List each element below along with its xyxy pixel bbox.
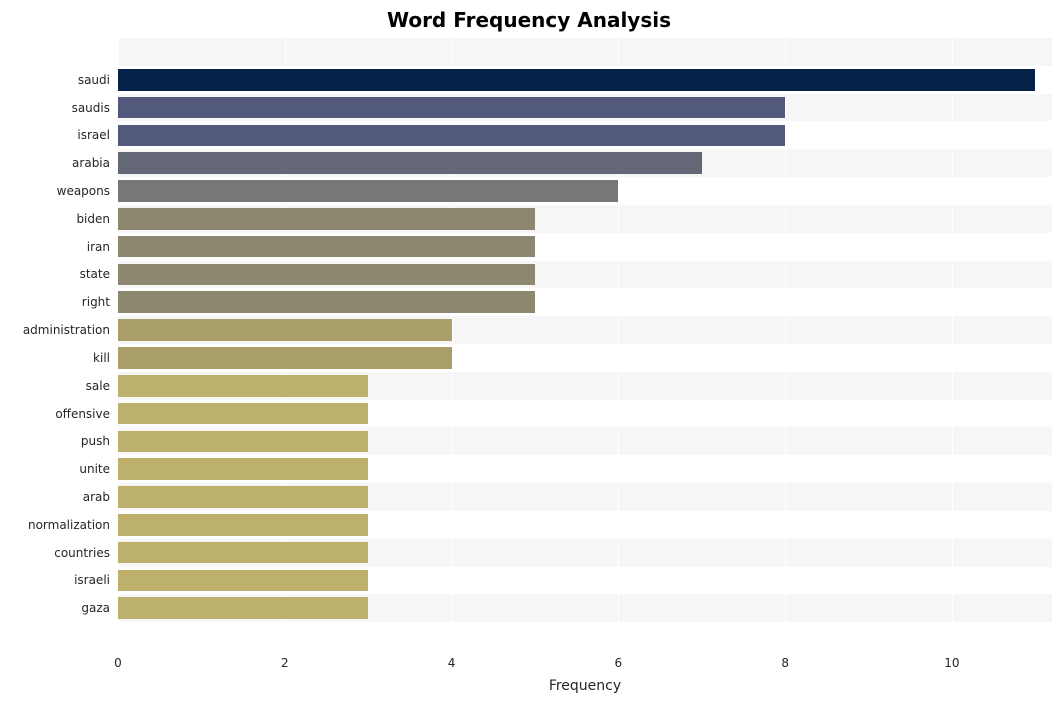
y-tick-label: state	[80, 267, 110, 281]
bar	[118, 458, 368, 480]
background-band	[118, 38, 1052, 66]
y-tick-label: biden	[76, 212, 110, 226]
y-tick-label: normalization	[28, 518, 110, 532]
bar	[118, 375, 368, 397]
x-tick-label: 8	[781, 656, 789, 670]
bar	[118, 431, 368, 453]
bar	[118, 514, 368, 536]
y-tick-label: arabia	[72, 156, 110, 170]
y-tick-label: saudis	[72, 101, 110, 115]
x-tick-label: 4	[448, 656, 456, 670]
bar	[118, 152, 702, 174]
plot-area: saudisaudisisraelarabiaweaponsbidenirans…	[118, 38, 1052, 650]
x-tick-label: 10	[944, 656, 959, 670]
y-tick-label: sale	[86, 379, 110, 393]
y-tick-label: israel	[77, 128, 110, 142]
bar	[118, 69, 1035, 91]
y-tick-label: push	[81, 434, 110, 448]
y-tick-label: offensive	[55, 407, 110, 421]
bar	[118, 347, 452, 369]
y-tick-label: right	[82, 295, 110, 309]
y-tick-label: saudi	[78, 73, 110, 87]
figure: Word Frequency Analysis saudisaudisisrae…	[0, 0, 1058, 701]
bar	[118, 180, 618, 202]
chart-title: Word Frequency Analysis	[0, 8, 1058, 32]
x-axis-label: Frequency	[118, 678, 1052, 694]
bar	[118, 236, 535, 258]
y-tick-label: administration	[23, 323, 110, 337]
y-tick-label: gaza	[81, 601, 110, 615]
bar	[118, 208, 535, 230]
bar	[118, 403, 368, 425]
bar	[118, 486, 368, 508]
bar	[118, 570, 368, 592]
y-tick-label: weapons	[57, 184, 110, 198]
bar	[118, 97, 785, 119]
y-tick-label: unite	[79, 462, 110, 476]
bar	[118, 597, 368, 619]
x-tick-label: 2	[281, 656, 289, 670]
x-tick-label: 6	[615, 656, 623, 670]
bar	[118, 264, 535, 286]
bar	[118, 319, 452, 341]
bar	[118, 291, 535, 313]
gridline-vertical	[785, 38, 786, 650]
bar	[118, 542, 368, 564]
y-tick-label: kill	[93, 351, 110, 365]
gridline-vertical	[952, 38, 953, 650]
y-tick-label: iran	[87, 240, 110, 254]
y-tick-label: arab	[83, 490, 110, 504]
y-tick-label: israeli	[74, 573, 110, 587]
x-tick-label: 0	[114, 656, 122, 670]
bar	[118, 125, 785, 147]
y-tick-label: countries	[54, 546, 110, 560]
